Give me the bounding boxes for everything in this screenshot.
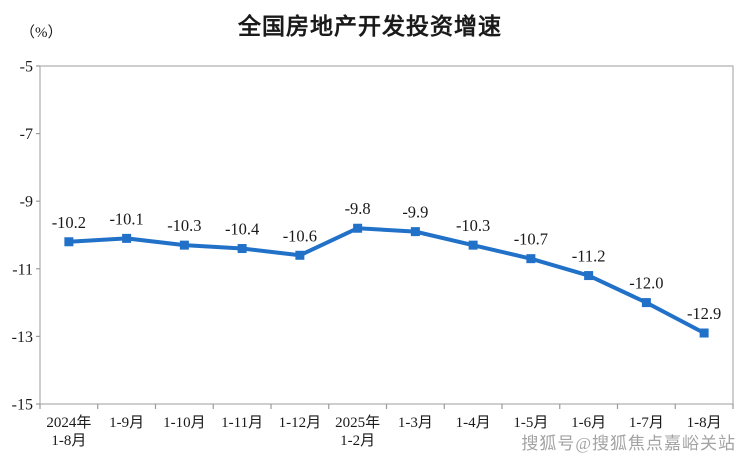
data-point-label: -11.2 — [572, 247, 606, 266]
x-axis-tick-label: 1-4月 — [456, 415, 491, 431]
data-point-marker — [237, 244, 247, 254]
data-point-marker — [295, 250, 305, 260]
data-point-marker — [699, 328, 709, 338]
data-point-marker — [179, 240, 189, 250]
series-line — [66, 226, 707, 336]
data-point-label: -10.3 — [456, 216, 490, 235]
y-axis-tick-label: -7 — [20, 126, 33, 143]
data-point-label: -10.4 — [225, 220, 259, 239]
data-point-marker — [584, 271, 594, 281]
data-point-marker — [353, 223, 363, 233]
x-axis-tick-label: 1-6月 — [571, 415, 606, 431]
data-point-label: -10.3 — [167, 216, 201, 235]
x-axis-tick-label: 1-3月 — [398, 415, 433, 431]
x-axis-tick-label: 1-7月 — [629, 415, 664, 431]
x-axis-tick-label: 1-8月 — [687, 415, 722, 431]
x-axis-tick-label: 1-2月 — [340, 433, 375, 449]
y-axis-tick-label: -13 — [12, 329, 33, 346]
data-point-marker — [64, 237, 74, 247]
y-axis-tick-label: -5 — [20, 59, 33, 76]
data-point-marker — [641, 298, 651, 308]
x-axis-tick-label: 1-11月 — [221, 415, 263, 431]
data-point-label: -12.0 — [629, 274, 663, 293]
plot-border — [39, 65, 734, 405]
data-point-label: -10.1 — [109, 209, 143, 228]
chart-title: 全国房地产开发投资增速 — [238, 13, 502, 39]
data-point-label: -9.8 — [345, 199, 371, 218]
x-axis-tick-label: 1-10月 — [163, 415, 206, 431]
y-axis-tick-label: -9 — [20, 194, 33, 211]
data-point-label: -12.9 — [687, 304, 721, 323]
data-point-marker — [410, 227, 420, 237]
data-point-label: -10.2 — [52, 213, 86, 232]
x-axis-tick-label: 2024年 — [46, 414, 91, 431]
data-point-label: -9.9 — [402, 203, 428, 222]
y-axis-tick-label: -15 — [12, 397, 33, 414]
y-axis-tick-label: -11 — [12, 261, 33, 278]
data-point-marker — [526, 254, 536, 264]
x-axis-tick-label: 1-9月 — [109, 415, 144, 431]
data-point-label: -10.7 — [514, 230, 548, 249]
y-axis-unit-label: （%） — [20, 25, 63, 41]
x-axis-tick-label: 1-5月 — [513, 415, 548, 431]
data-point-label: -10.6 — [283, 226, 317, 245]
x-axis-tick-label: 1-12月 — [279, 415, 322, 431]
x-axis-tick-label: 2025年 — [335, 414, 380, 431]
watermark: 搜狐号@搜狐焦点嘉峪关站 — [521, 434, 736, 453]
x-axis-tick-label: 1-8月 — [51, 433, 86, 449]
data-point-marker — [468, 240, 478, 250]
data-point-marker — [122, 233, 132, 243]
